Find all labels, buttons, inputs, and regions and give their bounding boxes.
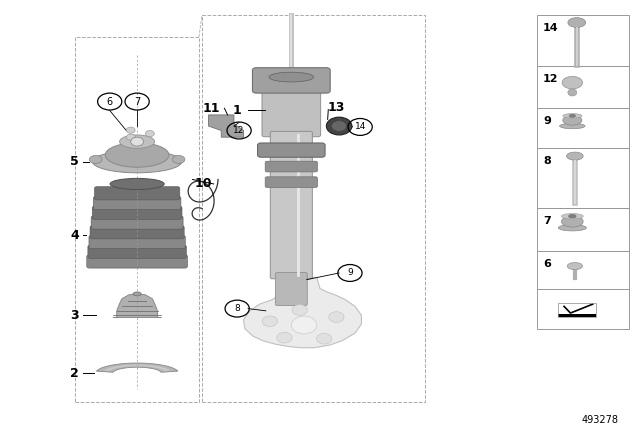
FancyBboxPatch shape <box>265 161 317 172</box>
Polygon shape <box>209 115 244 137</box>
Bar <box>557 314 596 318</box>
Ellipse shape <box>569 114 575 117</box>
Text: 12: 12 <box>543 74 559 84</box>
FancyBboxPatch shape <box>262 84 321 137</box>
Text: 13: 13 <box>327 101 344 114</box>
FancyBboxPatch shape <box>95 187 180 200</box>
Text: 1: 1 <box>233 104 241 117</box>
Circle shape <box>329 312 344 323</box>
FancyBboxPatch shape <box>88 245 186 258</box>
FancyBboxPatch shape <box>252 68 330 93</box>
Ellipse shape <box>561 216 583 227</box>
Ellipse shape <box>568 89 577 96</box>
Ellipse shape <box>105 143 169 167</box>
Ellipse shape <box>568 17 586 27</box>
Text: 493278: 493278 <box>582 415 619 425</box>
Ellipse shape <box>562 77 582 89</box>
Polygon shape <box>113 294 161 318</box>
Text: 5: 5 <box>70 155 79 168</box>
Text: 8: 8 <box>234 304 240 313</box>
Ellipse shape <box>110 178 164 190</box>
Polygon shape <box>244 277 362 348</box>
Ellipse shape <box>93 151 182 173</box>
Text: 10: 10 <box>195 177 212 190</box>
Text: 7: 7 <box>134 97 140 107</box>
FancyBboxPatch shape <box>270 131 312 279</box>
Circle shape <box>262 316 278 327</box>
Text: 4: 4 <box>70 228 79 241</box>
FancyBboxPatch shape <box>275 272 307 306</box>
Ellipse shape <box>567 263 582 270</box>
FancyBboxPatch shape <box>93 196 181 210</box>
Text: 9: 9 <box>347 268 353 277</box>
Circle shape <box>317 333 332 344</box>
Ellipse shape <box>90 155 102 164</box>
Ellipse shape <box>120 135 155 148</box>
Ellipse shape <box>291 316 317 334</box>
Ellipse shape <box>561 214 583 219</box>
Text: 14: 14 <box>543 23 559 33</box>
Circle shape <box>145 130 154 137</box>
Ellipse shape <box>563 116 582 125</box>
Text: 12: 12 <box>234 126 244 135</box>
FancyBboxPatch shape <box>87 255 188 268</box>
Polygon shape <box>97 363 178 372</box>
FancyBboxPatch shape <box>265 177 317 188</box>
FancyBboxPatch shape <box>91 216 183 229</box>
Circle shape <box>126 127 135 133</box>
FancyBboxPatch shape <box>89 235 185 249</box>
Text: 6: 6 <box>107 97 113 107</box>
Text: 11: 11 <box>203 102 220 115</box>
Polygon shape <box>104 365 171 371</box>
Ellipse shape <box>568 215 576 218</box>
Bar <box>557 303 596 318</box>
FancyBboxPatch shape <box>92 206 182 220</box>
Bar <box>557 303 596 318</box>
Text: 2: 2 <box>70 366 79 379</box>
Ellipse shape <box>269 72 314 82</box>
FancyBboxPatch shape <box>90 225 184 239</box>
Circle shape <box>131 137 143 146</box>
Text: 14: 14 <box>355 122 366 131</box>
Text: 8: 8 <box>543 156 551 166</box>
Ellipse shape <box>559 123 585 129</box>
Text: 9: 9 <box>543 116 551 126</box>
Ellipse shape <box>563 114 582 118</box>
Ellipse shape <box>332 121 347 131</box>
Circle shape <box>292 305 307 315</box>
Text: 7: 7 <box>543 216 551 226</box>
FancyBboxPatch shape <box>257 143 325 157</box>
Circle shape <box>277 332 292 343</box>
Ellipse shape <box>172 155 185 164</box>
Text: 3: 3 <box>70 309 79 322</box>
Ellipse shape <box>326 117 352 135</box>
Text: 6: 6 <box>543 259 551 269</box>
Ellipse shape <box>566 152 583 160</box>
Ellipse shape <box>133 292 141 296</box>
Circle shape <box>127 134 135 140</box>
Ellipse shape <box>558 224 586 231</box>
